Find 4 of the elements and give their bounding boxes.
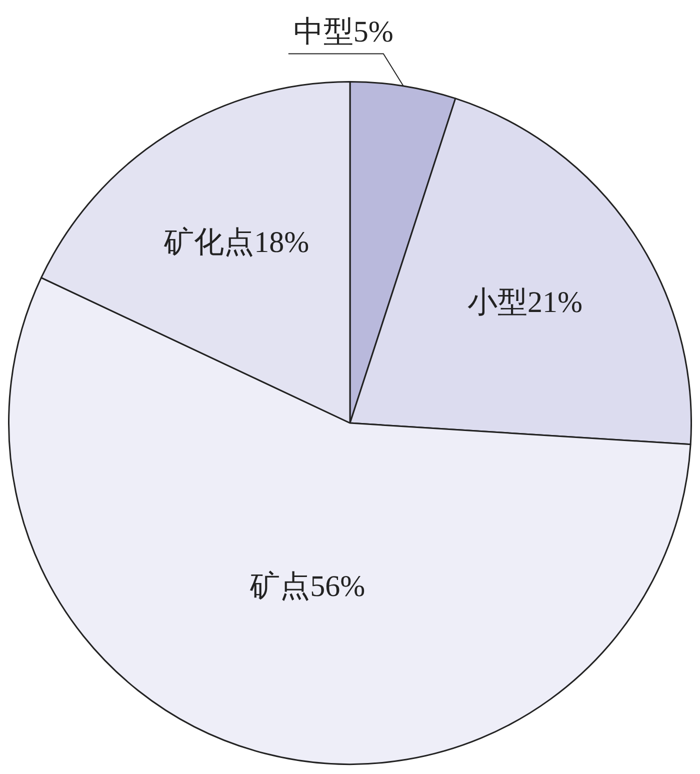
slice-label: 矿化点18% xyxy=(163,226,310,260)
slice-label: 中型5% xyxy=(293,16,394,49)
slice-label: 小型21% xyxy=(467,286,582,319)
slice-label: 矿点56% xyxy=(249,570,366,604)
